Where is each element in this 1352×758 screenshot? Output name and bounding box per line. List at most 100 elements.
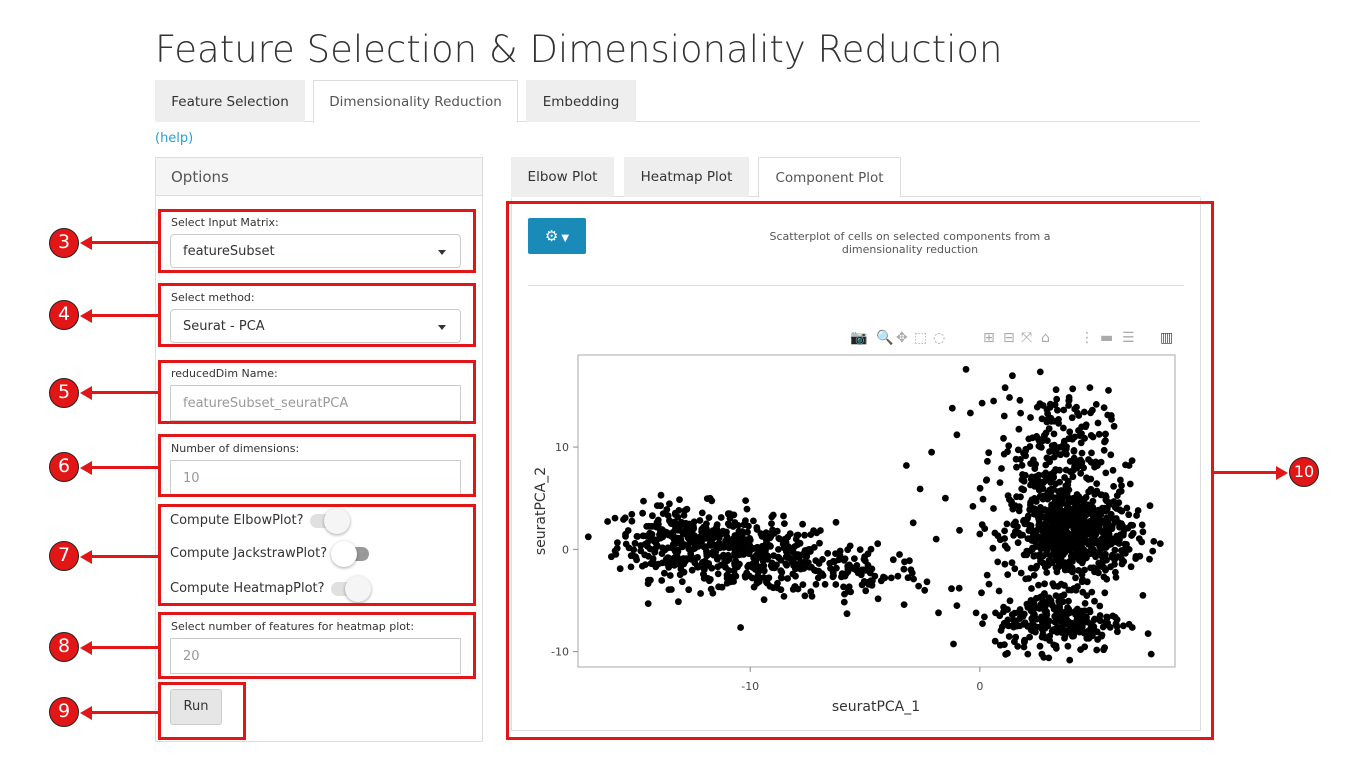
arrow-head-3 [80, 236, 92, 250]
scatter-point [717, 514, 725, 521]
scatter-point [648, 560, 656, 568]
scatter-point [1010, 616, 1018, 624]
arrow-7 [90, 555, 158, 558]
scatter-point [1101, 438, 1108, 446]
options-header: Options [156, 158, 482, 196]
scatter-point [782, 548, 790, 555]
run-button[interactable]: Run [170, 689, 222, 725]
scatter-point [628, 510, 636, 518]
tab-elbow-plot[interactable]: Elbow Plot [511, 157, 614, 197]
jackstraw-plot-switch[interactable] [331, 540, 370, 567]
autoscale-icon[interactable]: ⤧ [1021, 330, 1033, 346]
scatter-point [654, 560, 662, 568]
scatter-point [1102, 492, 1109, 499]
scatter-point [1083, 578, 1091, 586]
method-select[interactable]: Seurat - PCA [170, 309, 461, 343]
arrow-5 [90, 391, 158, 394]
zoom-in-icon[interactable]: ⊞ [983, 330, 995, 346]
camera-icon[interactable]: 📷 [850, 330, 868, 346]
scatter-point [1114, 628, 1121, 636]
pan-icon[interactable]: ✥ [896, 330, 908, 346]
callout-7: 7 [49, 541, 79, 571]
tab-heatmap-plot[interactable]: Heatmap Plot [624, 157, 749, 197]
scatter-point [732, 557, 740, 565]
tab-embedding[interactable]: Embedding [526, 80, 636, 122]
gear-dropdown-button[interactable]: ⚙ ▼ [528, 218, 586, 254]
scatter-point [1062, 611, 1069, 618]
scatter-point [1015, 425, 1023, 433]
hover-closest-icon[interactable]: ▬ [1100, 330, 1114, 346]
scatter-point [991, 637, 999, 645]
scatter-point [760, 596, 768, 604]
callout-3: 3 [49, 228, 79, 258]
scatter-point [1031, 552, 1039, 559]
scatter-point [1019, 531, 1026, 539]
tab-dimensionality-reduction[interactable]: Dimensionality Reduction [313, 80, 518, 123]
lasso-icon[interactable]: ◌ [933, 330, 946, 346]
tab-component-plot[interactable]: Component Plot [758, 157, 901, 198]
scatter-point [1132, 555, 1140, 562]
scatter-point [1055, 488, 1062, 495]
scatter-point [693, 562, 701, 570]
plotly-logo-icon[interactable]: ▥ [1160, 330, 1174, 346]
scatter-point [685, 545, 693, 553]
scatter-point [657, 502, 664, 510]
scatter-point [1081, 600, 1089, 607]
x-tick-label: 0 [976, 680, 983, 693]
num-dims-input[interactable]: 10 [170, 460, 461, 496]
arrow-head-6 [80, 461, 92, 475]
scatter-point [1028, 585, 1035, 592]
hover-compare-icon[interactable]: ☰ [1122, 330, 1135, 346]
scatter-point [1060, 591, 1068, 599]
scatter-point [745, 572, 753, 580]
scatter-point [1126, 480, 1134, 488]
scatter-point [742, 497, 749, 504]
scatter-point [1138, 521, 1146, 529]
scatter-point [1013, 493, 1020, 501]
scatter-point [1049, 472, 1057, 480]
scatter-point [785, 553, 793, 561]
scatter-point [750, 583, 758, 591]
reduced-dim-input[interactable]: featureSubset_seuratPCA [170, 385, 461, 421]
scatter-point [773, 584, 781, 592]
scatter-point [1027, 564, 1035, 572]
scatter-point [706, 539, 714, 547]
scatter-point [1050, 430, 1058, 438]
zoom-icon[interactable]: 🔍 [876, 330, 894, 346]
scatter-point [1092, 401, 1100, 408]
scatter-point [821, 580, 829, 588]
scatter-point [1118, 482, 1125, 489]
scatter-point [1077, 439, 1085, 447]
input-matrix-select[interactable]: featureSubset [170, 234, 461, 268]
scatter-point [642, 561, 649, 568]
scatter-point [1120, 622, 1127, 630]
reset-axes-icon[interactable]: ⌂ [1041, 330, 1050, 346]
spike-lines-icon[interactable]: ⋮ [1080, 330, 1094, 346]
scatter-point [790, 562, 797, 569]
scatter-point [651, 546, 659, 553]
box-select-icon[interactable]: ⬚ [914, 330, 928, 346]
scatter-point [862, 557, 869, 565]
scatter-point [1069, 552, 1077, 560]
scatter-point [1144, 630, 1152, 637]
toggle-elbow-label: Compute ElbowPlot? [170, 513, 304, 528]
scatter-point [1077, 470, 1085, 477]
scatter-point [843, 610, 851, 618]
scatter-point [1096, 612, 1104, 619]
heatmap-plot-switch[interactable] [330, 575, 371, 602]
scatter-point [844, 568, 852, 576]
heatmap-features-input[interactable]: 20 [170, 638, 461, 674]
scatter-point [712, 525, 720, 532]
scatter-point [1016, 396, 1024, 404]
scatter-point [900, 601, 908, 608]
scatter-point [976, 484, 984, 492]
scatter-point [1052, 386, 1060, 394]
scatter-point [1035, 514, 1043, 521]
scatter-point [1125, 620, 1133, 628]
zoom-out-icon[interactable]: ⊟ [1003, 330, 1015, 346]
tab-feature-selection[interactable]: Feature Selection [155, 80, 305, 122]
help-link[interactable]: (help) [155, 131, 194, 146]
elbow-plot-switch[interactable] [309, 507, 350, 534]
scatter-point [904, 574, 912, 582]
